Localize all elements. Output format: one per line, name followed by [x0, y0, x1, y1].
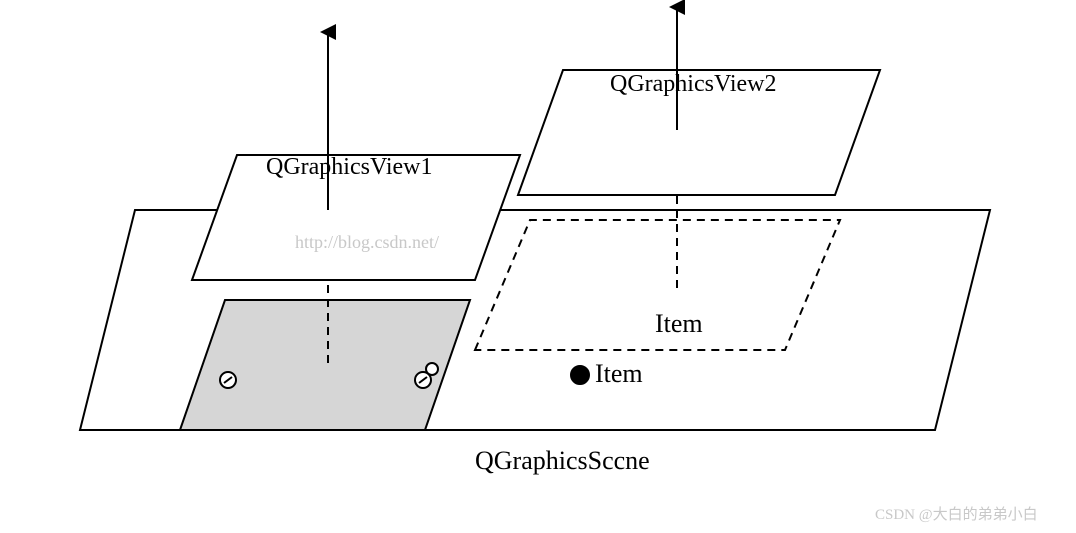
scene-label: QGraphicsSccne — [475, 446, 650, 476]
blog-watermark: http://blog.csdn.net/ — [295, 232, 439, 253]
item-dot-label: Item — [595, 359, 643, 389]
view2-label: QGraphicsView2 — [610, 71, 777, 98]
author-watermark: CSDN @大白的弟弟小白 — [875, 503, 1038, 524]
view1-label: QGraphicsView1 — [266, 154, 433, 181]
item-dashed-label: Item — [655, 309, 703, 339]
